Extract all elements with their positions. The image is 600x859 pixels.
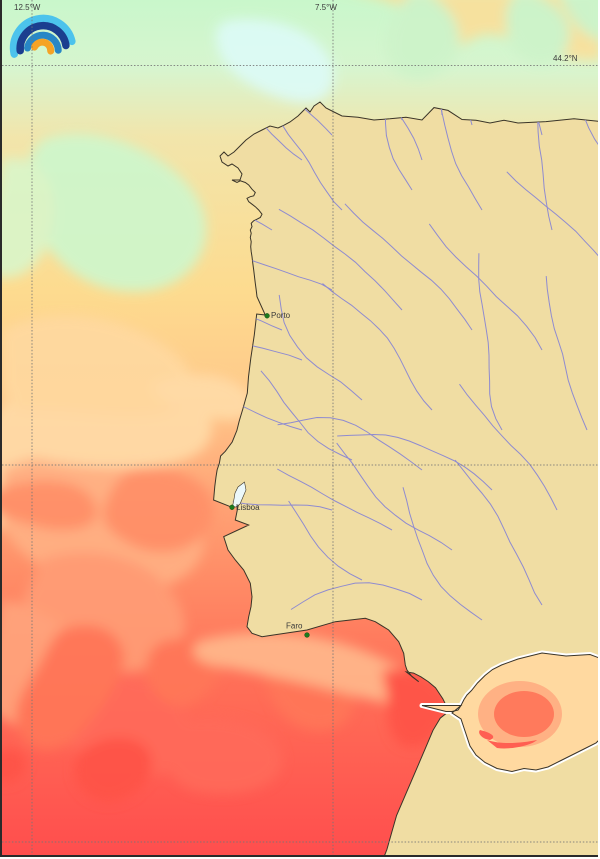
- svg-text:Faro: Faro: [286, 622, 303, 631]
- svg-text:Lisboa: Lisboa: [236, 503, 260, 512]
- svg-text:12.5°W: 12.5°W: [14, 3, 41, 12]
- svg-text:Porto: Porto: [271, 311, 291, 320]
- svg-text:7.5°W: 7.5°W: [315, 3, 337, 12]
- svg-text:44.2°N: 44.2°N: [553, 54, 578, 63]
